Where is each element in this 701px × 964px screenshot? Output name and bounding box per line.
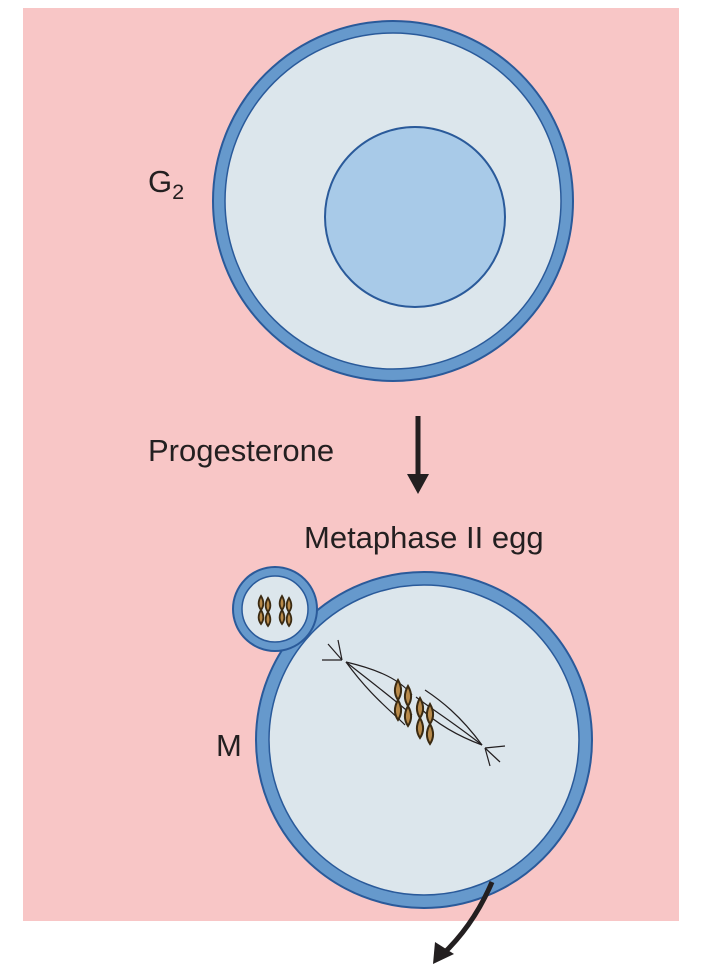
label-m: M	[216, 728, 242, 764]
label-progesterone: Progesterone	[148, 433, 334, 469]
label-metaphase-egg: Metaphase II egg	[304, 520, 544, 556]
label-g2: G2	[148, 164, 184, 205]
polar-body	[233, 567, 317, 651]
diagram-svg	[0, 0, 701, 964]
g2-oocyte	[213, 21, 573, 381]
figure-canvas: G2 Progesterone Metaphase II egg M	[0, 0, 701, 964]
nucleus	[325, 127, 505, 307]
